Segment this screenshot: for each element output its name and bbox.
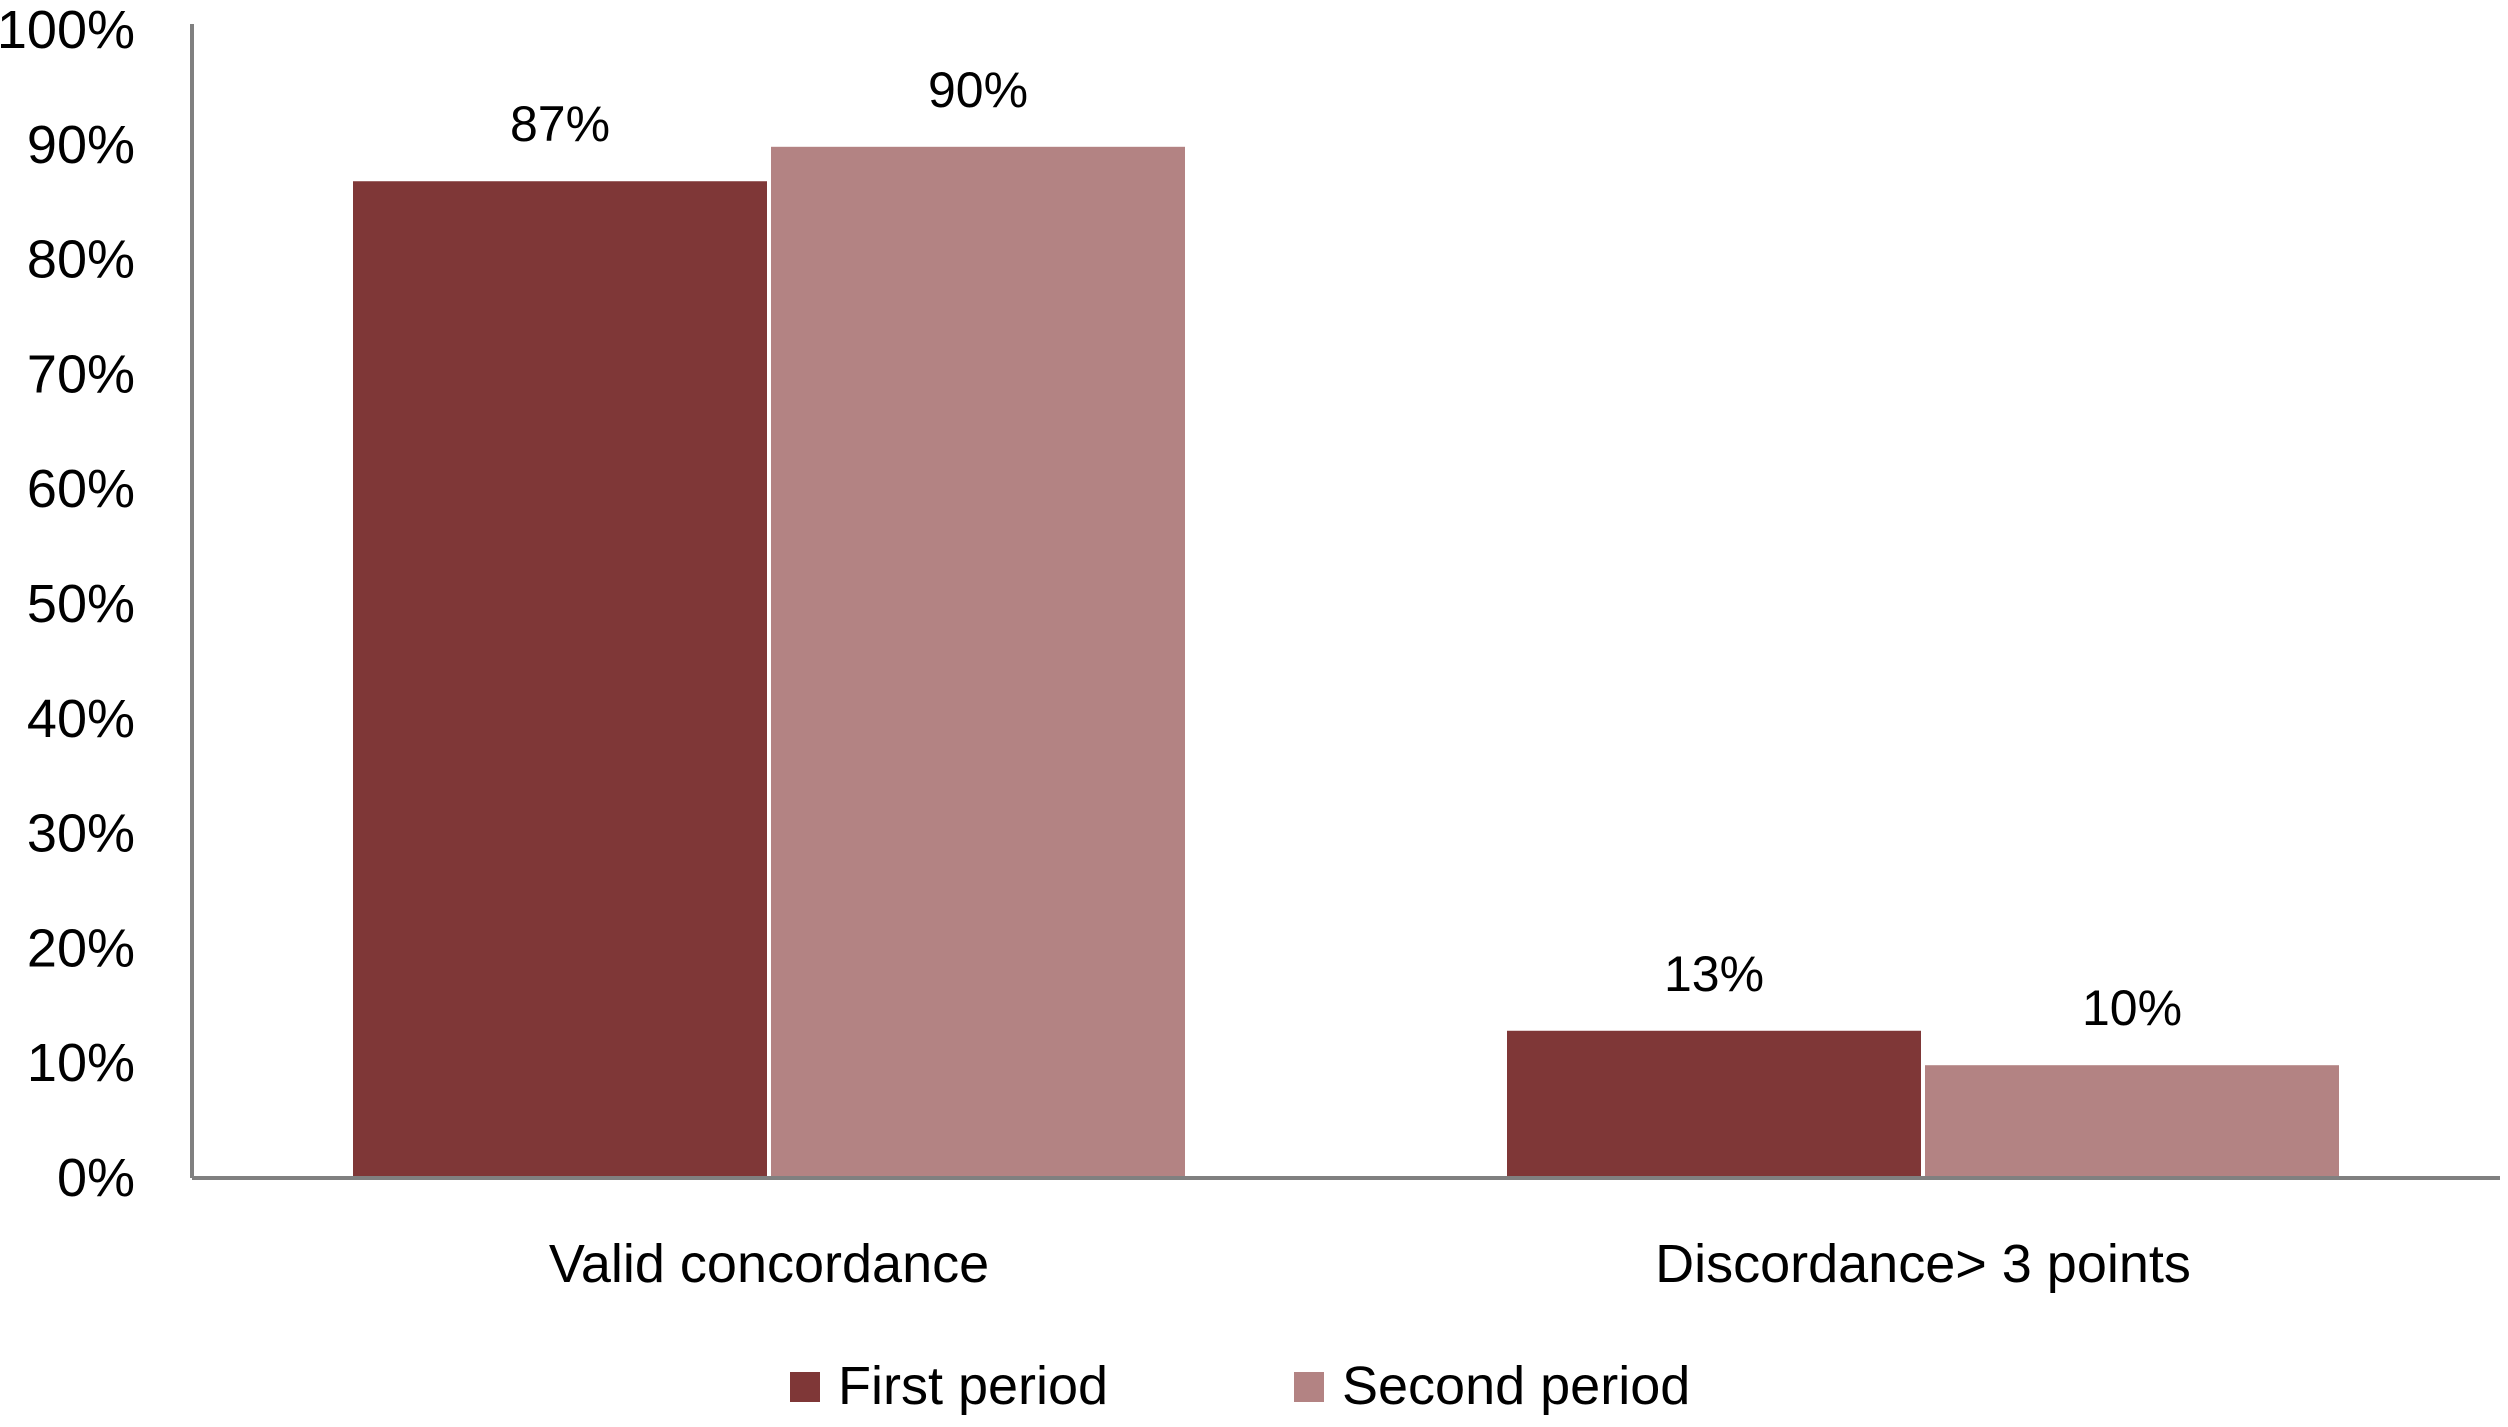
bar-second-period-valid-concordance: [767, 142, 1189, 1180]
axes: [190, 24, 2500, 1180]
category-label-valid-concordance: Valid concordance: [549, 1234, 989, 1294]
data-label-first-period-valid-concordance: 87%: [510, 96, 610, 152]
legend: First period Second period: [790, 1356, 1690, 1416]
y-tick-label: 70%: [27, 344, 135, 404]
y-tick-label: 20%: [27, 918, 135, 978]
legend-label-first-period: First period: [838, 1356, 1108, 1416]
legend-swatch-second-period: [1294, 1372, 1324, 1402]
legend-label-second-period: Second period: [1342, 1356, 1690, 1416]
y-tick-label: 50%: [27, 574, 135, 634]
y-tick-label: 100%: [0, 0, 135, 60]
bar-first-period-discordance-3-points: [1503, 1026, 1925, 1181]
y-tick-label: 30%: [27, 804, 135, 864]
data-labels: 87% 90% 13% 10%: [510, 62, 2182, 1036]
y-axis-ticks: 0% 10% 20% 30% 40% 50% 60% 70% 80% 90% 100%: [0, 0, 135, 1208]
y-tick-label: 10%: [27, 1033, 135, 1093]
data-label-second-period-discordance-3-points: 10%: [2082, 980, 2182, 1036]
y-tick-label: 80%: [27, 230, 135, 290]
bars: [349, 142, 2343, 1181]
y-tick-label: 0%: [57, 1148, 135, 1208]
category-label-discordance-3-points: Discordance> 3 points: [1655, 1234, 2191, 1294]
legend-swatch-first-period: [790, 1372, 820, 1402]
y-tick-label: 90%: [27, 115, 135, 175]
x-axis-category-labels: Valid concordance Discordance> 3 points: [549, 1234, 2191, 1294]
data-label-first-period-discordance-3-points: 13%: [1664, 946, 1764, 1002]
y-tick-label: 60%: [27, 459, 135, 519]
data-label-second-period-valid-concordance: 90%: [928, 62, 1028, 118]
bar-second-period-discordance-3-points: [1921, 1061, 2343, 1180]
bar-first-period-valid-concordance: [349, 177, 771, 1181]
y-tick-label: 40%: [27, 689, 135, 749]
